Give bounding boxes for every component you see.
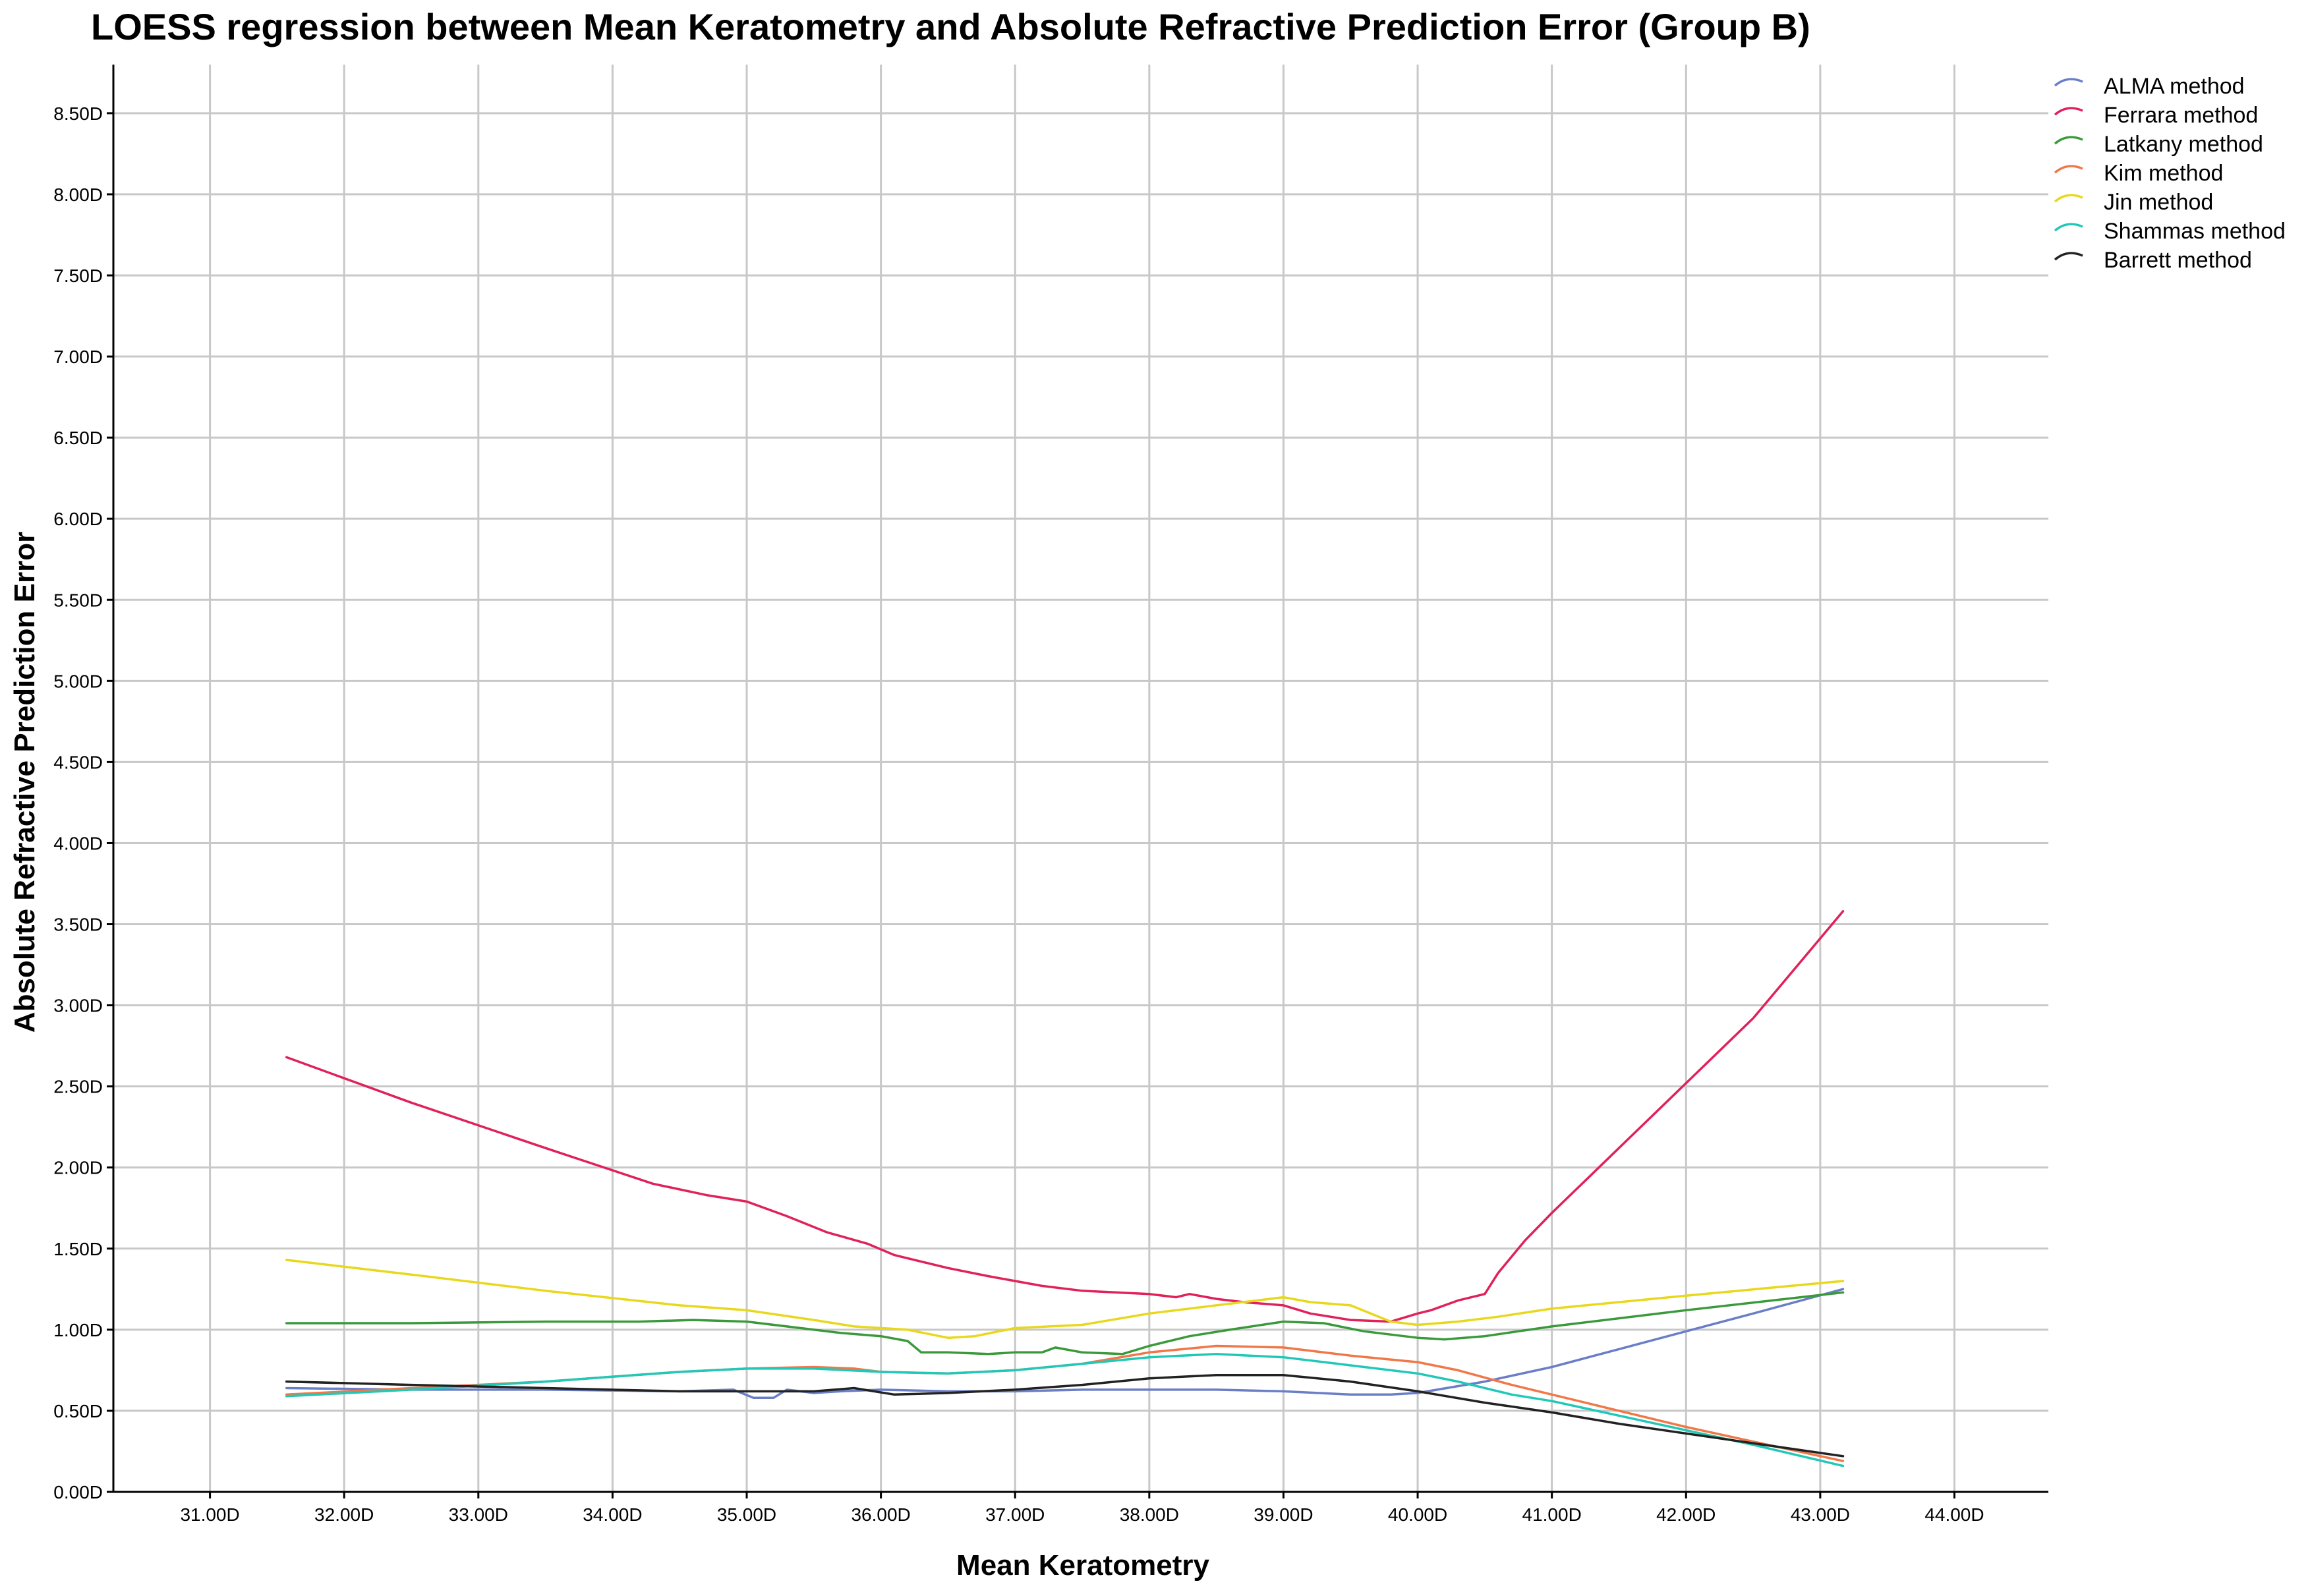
legend-label: Ferrara method bbox=[2104, 103, 2258, 128]
series-line-kim-method bbox=[285, 1344, 1845, 1462]
y-tick-label: 7.50D bbox=[53, 266, 103, 286]
y-tick-label: 0.00D bbox=[53, 1482, 103, 1502]
x-tick-label: 41.00D bbox=[1522, 1504, 1582, 1525]
x-tick-label: 35.00D bbox=[717, 1504, 776, 1525]
y-tick-label: 0.50D bbox=[53, 1401, 103, 1421]
y-tick-label: 1.50D bbox=[53, 1239, 103, 1259]
legend-item-kim-method: Kim method bbox=[2054, 161, 2223, 186]
y-axis-label: Absolute Refractive Prediction Error bbox=[9, 532, 41, 1033]
y-tick-label: 6.00D bbox=[53, 509, 103, 529]
legend-label: Shammas method bbox=[2104, 219, 2286, 244]
x-tick-label: 32.00D bbox=[314, 1504, 374, 1525]
x-tick-label: 34.00D bbox=[583, 1504, 642, 1525]
x-tick-label: 40.00D bbox=[1388, 1504, 1447, 1525]
legend-swatch bbox=[2054, 165, 2083, 174]
x-tick-label: 33.00D bbox=[449, 1504, 508, 1525]
x-tick-label: 44.00D bbox=[1924, 1504, 1984, 1525]
y-tick-label: 4.50D bbox=[53, 752, 103, 772]
legend-item-shammas-method: Shammas method bbox=[2054, 219, 2286, 244]
axes bbox=[107, 65, 2048, 1498]
legend-swatch bbox=[2054, 107, 2083, 116]
y-tick-label: 4.00D bbox=[53, 833, 103, 853]
y-tick-label: 5.50D bbox=[53, 590, 103, 610]
legend-item-alma-method: ALMA method bbox=[2054, 74, 2245, 99]
tick-labels: 0.00D 0.50D 1.00D 1.50D 2.00D 2.50D 3.00D 3.50D… bbox=[53, 103, 1984, 1525]
series-line-barrett-method bbox=[285, 1374, 1845, 1458]
y-tick-label: 2.00D bbox=[53, 1158, 103, 1178]
x-tick-label: 42.00D bbox=[1656, 1504, 1716, 1525]
y-tick-label: 1.00D bbox=[53, 1320, 103, 1340]
legend-swatch bbox=[2054, 252, 2083, 261]
chart-title: LOESS regression between Mean Keratometr… bbox=[91, 6, 1810, 47]
legend-label: Jin method bbox=[2104, 190, 2213, 215]
legend-label: ALMA method bbox=[2104, 74, 2245, 99]
x-tick-label: 36.00D bbox=[851, 1504, 910, 1525]
legend-label: Kim method bbox=[2104, 161, 2223, 186]
legend-label: Latkany method bbox=[2104, 132, 2263, 157]
legend-swatch bbox=[2054, 223, 2083, 232]
x-tick-label: 39.00D bbox=[1254, 1504, 1313, 1525]
legend-swatch bbox=[2054, 78, 2083, 87]
series-lines bbox=[285, 910, 1845, 1468]
legend-label: Barrett method bbox=[2104, 248, 2252, 273]
legend-item-latkany-method: Latkany method bbox=[2054, 132, 2263, 157]
x-tick-label: 43.00D bbox=[1791, 1504, 1850, 1525]
y-tick-label: 3.00D bbox=[53, 996, 103, 1016]
series-line-jin-method bbox=[285, 1259, 1845, 1339]
x-tick-label: 31.00D bbox=[180, 1504, 239, 1525]
series-line-ferrara-method bbox=[285, 910, 1845, 1323]
y-tick-label: 5.00D bbox=[53, 671, 103, 691]
y-tick-label: 8.50D bbox=[53, 103, 103, 124]
y-tick-label: 6.50D bbox=[53, 428, 103, 448]
series-line-latkany-method bbox=[285, 1291, 1845, 1355]
y-tick-label: 3.50D bbox=[53, 915, 103, 935]
legend-swatch bbox=[2054, 194, 2083, 203]
gridlines bbox=[113, 65, 2048, 1492]
y-tick-label: 7.00D bbox=[53, 347, 103, 367]
legend-swatch bbox=[2054, 136, 2083, 145]
legend-item-barrett-method: Barrett method bbox=[2054, 248, 2252, 273]
y-tick-label: 8.00D bbox=[53, 185, 103, 205]
series-line-alma-method bbox=[285, 1288, 1845, 1399]
x-axis-label: Mean Keratometry bbox=[956, 1549, 1209, 1582]
x-tick-label: 37.00D bbox=[985, 1504, 1045, 1525]
legend: ALMA method Ferrara method Latkany method K… bbox=[2054, 74, 2286, 273]
legend-item-ferrara-method: Ferrara method bbox=[2054, 103, 2258, 128]
legend-item-jin-method: Jin method bbox=[2054, 190, 2213, 215]
y-tick-label: 2.50D bbox=[53, 1077, 103, 1097]
x-tick-label: 38.00D bbox=[1120, 1504, 1179, 1525]
series-line-shammas-method bbox=[285, 1353, 1845, 1468]
